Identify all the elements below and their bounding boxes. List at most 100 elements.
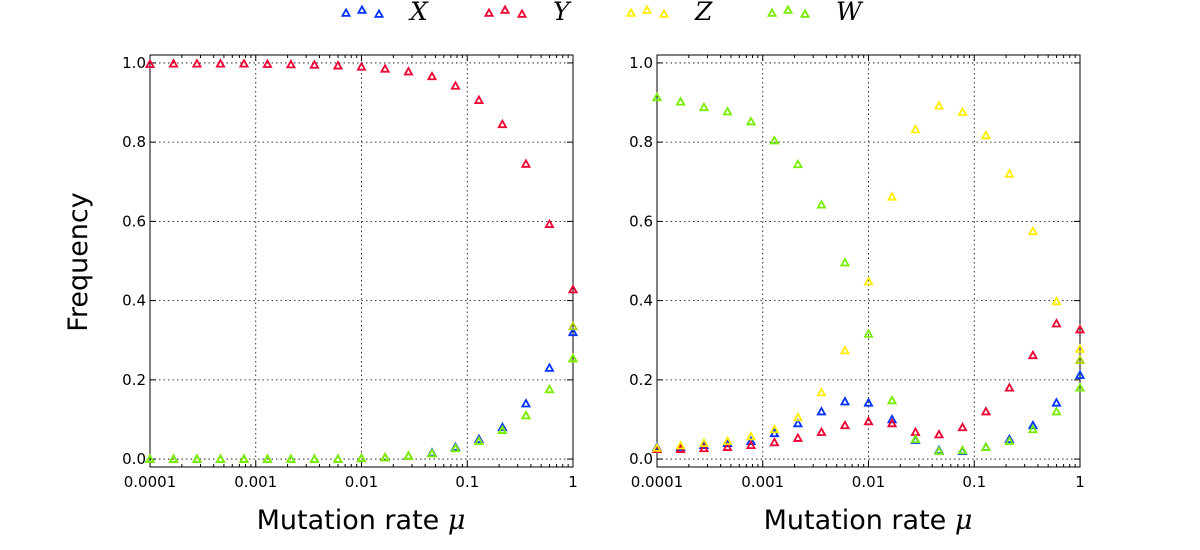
- point-w: [651, 91, 663, 102]
- legend-label-y: Y: [553, 0, 572, 26]
- point-w: [792, 158, 804, 169]
- y-tick-label: 0.8: [122, 133, 146, 151]
- point-x: [816, 406, 827, 416]
- point-y: [144, 58, 156, 68]
- point-w: [168, 453, 179, 463]
- point-y: [957, 421, 968, 432]
- point-w: [309, 453, 320, 463]
- point-w: [191, 453, 203, 463]
- point-w: [980, 441, 992, 451]
- y-axis-title: Frequency: [63, 192, 94, 332]
- point-w: [1004, 435, 1015, 446]
- point-z: [675, 440, 686, 450]
- point-y: [379, 63, 391, 73]
- y-tick-label: 1.0: [122, 54, 146, 72]
- point-y: [863, 415, 874, 426]
- point-overlap: [567, 320, 579, 331]
- point-y: [238, 58, 250, 68]
- point-w: [544, 383, 555, 394]
- point-w: [910, 433, 921, 444]
- point-w: [144, 453, 156, 463]
- point-y: [1074, 324, 1086, 334]
- point-y: [1004, 382, 1015, 392]
- point-w: [426, 448, 438, 458]
- point-z: [839, 345, 851, 355]
- point-w: [285, 453, 297, 463]
- point-w: [1027, 423, 1039, 434]
- point-y: [816, 426, 827, 436]
- point-y: [426, 70, 438, 81]
- point-x: [473, 433, 485, 444]
- point-x: [1027, 419, 1039, 430]
- y-tick-label: 0.2: [122, 371, 146, 389]
- point-z: [698, 437, 710, 448]
- point-z: [816, 387, 827, 397]
- point-w: [215, 453, 226, 463]
- legend-marker-y: [499, 4, 511, 14]
- point-w: [839, 257, 851, 267]
- point-w: [1074, 382, 1086, 392]
- point-z: [651, 442, 663, 452]
- y-tick-label: 0.2: [629, 371, 653, 389]
- point-w: [473, 435, 485, 446]
- point-y: [567, 284, 579, 294]
- point-z: [1051, 295, 1062, 306]
- point-y: [769, 436, 780, 447]
- point-w: [356, 452, 367, 463]
- legend-label-w: W: [836, 0, 864, 26]
- x-tick-label: 1: [1075, 473, 1085, 491]
- right-panel: 0.0001 0.001 0.01 0.1 1 0.0 0.2 0.4 0.6 0.8 1.0: [629, 54, 1086, 491]
- point-z: [792, 412, 804, 422]
- point-z: [886, 191, 898, 201]
- point-y: [520, 158, 532, 168]
- legend-marker-w: [782, 4, 794, 14]
- legend-marker-w: [799, 8, 811, 18]
- point-w: [698, 101, 710, 112]
- point-y: [886, 417, 898, 428]
- point-x: [863, 397, 874, 407]
- x-tick-label: 0.01: [852, 473, 885, 491]
- x-tick-label: 0.1: [962, 473, 986, 491]
- x-tick-label: 1: [568, 473, 578, 491]
- point-y: [1027, 349, 1039, 360]
- y-tick-label: 0.4: [122, 292, 146, 310]
- point-y: [191, 58, 203, 68]
- plot-frame: [656, 54, 1081, 468]
- y-tick-label: 0.6: [629, 212, 653, 230]
- point-y: [356, 61, 367, 71]
- point-x: [544, 362, 555, 372]
- legend-label-z: Z: [694, 0, 713, 26]
- point-x: [698, 439, 710, 449]
- point-y: [403, 66, 414, 76]
- y-tick-label: 0.0: [629, 450, 653, 468]
- point-z: [1074, 343, 1086, 353]
- legend-marker-y: [516, 8, 528, 18]
- point-y: [698, 442, 710, 453]
- point-x: [745, 435, 757, 446]
- point-w: [675, 96, 686, 106]
- point-w: [886, 394, 898, 405]
- legend-label-x: X: [408, 0, 429, 26]
- plot-frame: [149, 54, 574, 468]
- point-w: [332, 453, 344, 463]
- point-x: [1051, 397, 1062, 407]
- x-tick-label: 0.1: [455, 473, 479, 491]
- point-w: [238, 453, 250, 463]
- point-w: [1051, 406, 1062, 416]
- point-y: [285, 59, 297, 69]
- point-z: [863, 276, 874, 286]
- x-tick-label: 0.01: [345, 473, 378, 491]
- point-overlap: [1074, 354, 1086, 364]
- point-w: [262, 453, 273, 463]
- point-z: [910, 124, 921, 134]
- point-y: [309, 59, 320, 69]
- legend-marker-x: [356, 4, 368, 14]
- point-w: [745, 116, 757, 126]
- point-x: [1074, 369, 1086, 379]
- legend-marker-z: [641, 4, 653, 14]
- point-w: [722, 106, 733, 116]
- point-w: [403, 450, 414, 460]
- point-x: [567, 326, 579, 337]
